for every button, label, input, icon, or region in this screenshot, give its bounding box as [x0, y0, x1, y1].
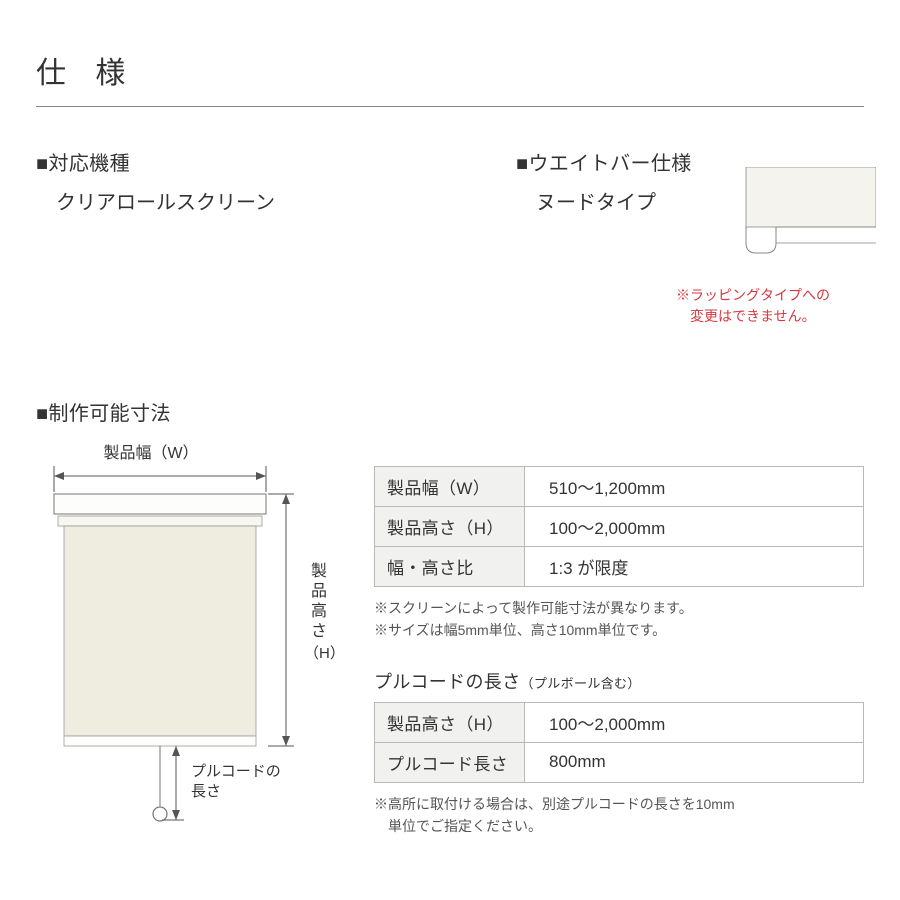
svg-text:品: 品	[311, 583, 327, 600]
cell-key: 幅・高さ比	[375, 547, 525, 587]
note-line: ※高所に取付ける場合は、別途プルコードの長さを10mm	[374, 796, 735, 812]
table-row: 製品高さ（H） 100～2,000mm	[375, 507, 864, 547]
section-body-models: クリアロールスクリーン	[36, 186, 376, 215]
compatible-models-section: ■対応機種 クリアロールスクリーン	[36, 147, 376, 327]
warn-line-2: 変更はできません。	[676, 308, 816, 324]
pullcord-table: 製品高さ（H） 100～2,000mm プルコード長さ 800mm	[374, 702, 864, 783]
table-row: 幅・高さ比 1:3 が限度	[375, 547, 864, 587]
cell-key: 製品高さ（H）	[375, 507, 525, 547]
dimensions-area: 製品幅（W） 製 品 高 さ （H）	[36, 436, 864, 841]
svg-text:プルコードの: プルコードの	[191, 763, 281, 780]
note-line: ※スクリーンによって製作可能寸法が異なります。	[374, 600, 693, 616]
table-row: 製品幅（W） 510～1,200mm	[375, 467, 864, 507]
warn-line-1: ※ラッピングタイプへの	[676, 287, 830, 303]
cell-value: 1:3 が限度	[525, 547, 864, 587]
section-head-models: ■対応機種	[36, 147, 376, 176]
cell-value: 510～1,200mm	[525, 467, 864, 507]
cell-key: 製品高さ（H）	[375, 702, 525, 742]
weight-bar-illustration	[726, 167, 876, 257]
section-head-dimensions: ■制作可能寸法	[36, 397, 864, 426]
cell-key: プルコード長さ	[375, 742, 525, 782]
svg-text:高: 高	[311, 602, 327, 620]
table-row: プルコード長さ 800mm	[375, 742, 864, 782]
table-row: 製品高さ（H） 100～2,000mm	[375, 702, 864, 742]
weight-warning: ※ラッピングタイプへの 変更はできません。	[676, 285, 830, 327]
pullcord-heading: プルコードの長さ（プルボール含む）	[374, 668, 864, 694]
pullcord-heading-paren: （プルボール含む）	[521, 676, 641, 691]
dimensions-note: ※スクリーンによって製作可能寸法が異なります。 ※サイズは幅5mm単位、高さ10…	[374, 597, 864, 642]
pullcord-note: ※高所に取付ける場合は、別途プルコードの長さを10mm 単位でご指定ください。	[374, 793, 864, 838]
tables-column: 製品幅（W） 510～1,200mm 製品高さ（H） 100～2,000mm 幅…	[374, 436, 864, 838]
cell-value: 100～2,000mm	[525, 507, 864, 547]
cell-value: 800mm	[525, 742, 864, 782]
page-title: 仕 様	[36, 48, 864, 107]
note-line: 単位でご指定ください。	[374, 818, 542, 834]
pullcord-heading-main: プルコードの長さ	[374, 672, 521, 692]
dimensions-table: 製品幅（W） 510～1,200mm 製品高さ（H） 100～2,000mm 幅…	[374, 466, 864, 587]
top-row: ■対応機種 クリアロールスクリーン ■ウエイトバー仕様 ヌードタイプ ※ラッピン…	[36, 147, 864, 327]
svg-text:製品幅（W）: 製品幅（W）	[103, 444, 198, 462]
svg-text:（H）: （H）	[304, 645, 345, 662]
dimension-figure: 製品幅（W） 製 品 高 さ （H）	[36, 436, 346, 841]
svg-text:さ: さ	[311, 622, 327, 640]
note-line: ※サイズは幅5mm単位、高さ10mm単位です。	[374, 622, 666, 638]
svg-text:長さ: 長さ	[191, 783, 221, 800]
svg-text:製: 製	[311, 562, 327, 580]
cell-key: 製品幅（W）	[375, 467, 525, 507]
weight-bar-section: ■ウエイトバー仕様 ヌードタイプ ※ラッピングタイプへの 変更はできません。	[516, 147, 830, 327]
cell-value: 100～2,000mm	[525, 702, 864, 742]
